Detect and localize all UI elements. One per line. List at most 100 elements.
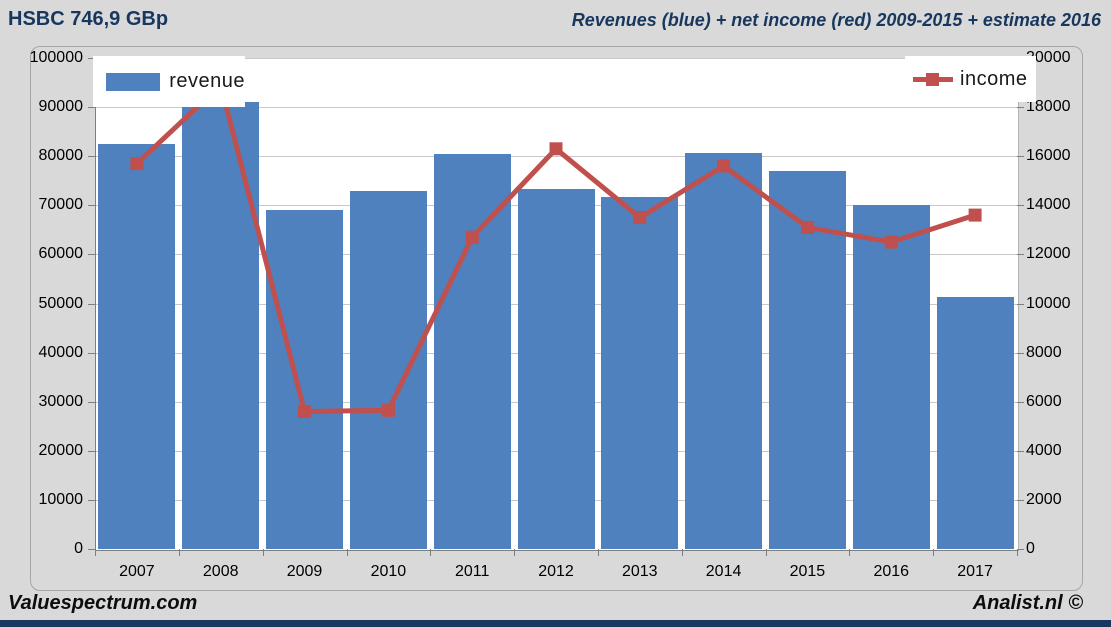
- y-axis-label-left: 20000: [38, 441, 84, 459]
- y-axis-tick-right: [1017, 303, 1024, 305]
- income-line: [135, 80, 976, 415]
- y-axis-tick-left: [88, 58, 95, 59]
- revenue-bar-2017: [936, 297, 1014, 549]
- legend-revenue: revenue: [93, 56, 245, 107]
- footer-brand-analist: Analist.nl ©: [972, 592, 1083, 614]
- y-axis-tick-right: [1017, 401, 1024, 403]
- y-axis-tick-left: [88, 450, 95, 452]
- income-marker-2013: [633, 211, 647, 225]
- revenue-bar-2016: [852, 205, 930, 549]
- y-axis-label-left: 0: [74, 540, 83, 557]
- revenue-bar-2010: [349, 190, 427, 549]
- y-axis-tick-left: [88, 303, 95, 305]
- y-axis-tick-right: [1017, 450, 1024, 452]
- revenue-bar-2009: [266, 210, 343, 549]
- y-axis-tick-left: [88, 107, 95, 109]
- gridline: [96, 156, 1017, 158]
- y-axis-tick-right: [1017, 549, 1024, 550]
- x-axis-tick: [514, 549, 516, 556]
- y-axis-tick-left: [88, 401, 95, 403]
- x-axis-label-2014: 2014: [705, 563, 742, 580]
- y-axis-tick-right: [1017, 107, 1024, 109]
- income-marker-2010: [381, 403, 395, 417]
- revenue-bar-2012: [517, 188, 595, 549]
- chart-subtitle: Revenues (blue) + net income (red) 2009-…: [571, 10, 1101, 30]
- x-axis-tick: [849, 549, 851, 556]
- y-axis-label-left: 30000: [38, 392, 84, 410]
- y-axis-label-right: 2000: [1026, 490, 1062, 508]
- y-axis-label-left: 100000: [29, 49, 83, 66]
- legend-income: income: [905, 56, 1036, 102]
- y-axis-tick-left: [88, 156, 95, 158]
- y-axis-label-left: 70000: [38, 196, 84, 214]
- y-axis-label-right: 20000: [1026, 49, 1071, 66]
- income-line-chart: [130, 78, 982, 418]
- x-axis-label-2008: 2008: [202, 563, 239, 580]
- revenue-swatch-icon: [106, 72, 161, 91]
- x-axis-tick: [430, 549, 432, 556]
- income-marker-2017: [968, 208, 982, 222]
- y-axis-label-right: 8000: [1026, 343, 1062, 361]
- legend-income-label: income: [960, 67, 1028, 90]
- x-axis-label-2013: 2013: [621, 563, 658, 580]
- y-axis-label-left: 50000: [38, 294, 84, 312]
- y-axis-label-right: 12000: [1026, 245, 1071, 263]
- income-marker-2009: [298, 405, 311, 418]
- y-axis-label-left: 80000: [38, 147, 84, 165]
- income-marker-2014: [717, 159, 731, 173]
- y-axis-tick-left: [88, 205, 95, 207]
- x-axis-label-2015: 2015: [789, 563, 826, 580]
- y-axis-label-left: 10000: [38, 490, 84, 508]
- y-axis-label-left: 40000: [38, 343, 84, 361]
- x-axis-label-2012: 2012: [538, 563, 574, 580]
- x-axis-label-2017: 2017: [957, 563, 993, 580]
- x-axis-label-2016: 2016: [873, 563, 910, 580]
- y-axis-tick-right: [1017, 499, 1024, 501]
- revenue-bar-2014: [685, 152, 763, 549]
- revenue-bar-2013: [601, 196, 679, 549]
- x-axis-tick: [933, 549, 935, 556]
- income-swatch-icon: [913, 72, 953, 86]
- x-axis-label-2007: 2007: [119, 563, 155, 580]
- y-axis-tick-right: [1017, 352, 1024, 354]
- revenue-bar-2007: [98, 143, 176, 549]
- x-axis-tick: [262, 549, 264, 556]
- page-title: HSBC 746,9 GBp: [8, 8, 169, 30]
- x-axis-tick: [95, 549, 96, 556]
- x-axis-tick: [681, 549, 683, 556]
- y-axis-tick-left: [88, 254, 95, 256]
- x-axis-tick: [178, 549, 180, 556]
- x-axis-label-2009: 2009: [286, 563, 323, 580]
- income-marker-2007: [130, 157, 144, 171]
- income-marker-2011: [465, 230, 479, 244]
- income-marker-2016: [884, 235, 898, 249]
- y-axis-tick-right: [1017, 254, 1024, 256]
- y-axis-tick-left: [88, 352, 95, 354]
- y-axis-tick-left: [88, 549, 95, 550]
- x-axis-tick: [1017, 549, 1018, 556]
- y-axis-label-right: 6000: [1026, 392, 1062, 410]
- y-axis-label-right: 16000: [1026, 147, 1071, 165]
- y-axis-label-left: 60000: [38, 245, 84, 263]
- x-axis-label-2011: 2011: [454, 563, 490, 580]
- x-axis-tick: [765, 549, 767, 556]
- x-axis-tick: [346, 549, 348, 556]
- x-axis-tick: [597, 549, 599, 556]
- y-axis-label-right: 18000: [1026, 98, 1071, 116]
- y-axis-label-right: 10000: [1026, 294, 1071, 312]
- y-axis-tick-right: [1017, 156, 1024, 158]
- gridline: [96, 107, 1017, 109]
- revenue-bar-2011: [433, 153, 511, 549]
- y-axis-tick-right: [1017, 205, 1024, 207]
- y-axis-label-right: 0: [1026, 540, 1035, 557]
- footer-brand-valuespectrum: Valuespectrum.com: [8, 592, 198, 614]
- y-axis-label-right: 4000: [1026, 441, 1062, 459]
- legend-revenue-label: revenue: [169, 70, 245, 92]
- y-axis-label-left: 90000: [38, 98, 84, 116]
- footer-accent-bar: [0, 620, 1111, 627]
- x-axis-label-2010: 2010: [370, 563, 407, 580]
- income-marker-2012: [549, 142, 563, 156]
- y-axis-label-right: 14000: [1026, 196, 1071, 214]
- y-axis-tick-left: [88, 499, 95, 501]
